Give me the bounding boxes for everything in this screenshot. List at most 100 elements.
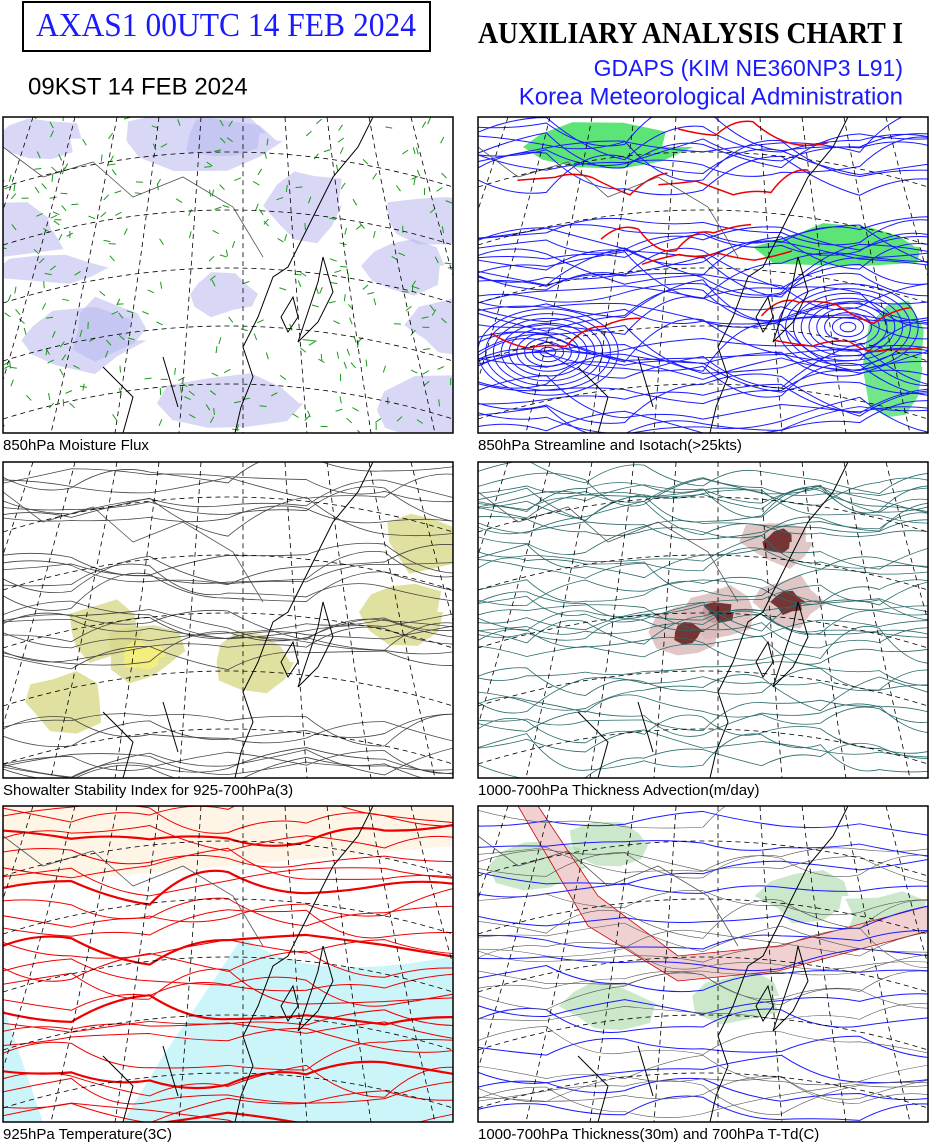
land-area <box>3 806 453 886</box>
map-content <box>3 462 453 778</box>
contour <box>478 1080 928 1115</box>
wind-arrow <box>204 165 212 168</box>
wind-arrow <box>211 189 215 197</box>
map-frame <box>477 461 929 779</box>
parallel <box>478 496 928 533</box>
streamline <box>792 292 904 362</box>
map-panel: Showalter Stability Index for 925-700hPa… <box>2 461 454 799</box>
wind-arrow <box>343 361 348 369</box>
map-content <box>478 462 928 778</box>
wind-arrow <box>333 320 340 325</box>
isotherm <box>3 806 453 834</box>
wind-arrow <box>58 153 63 161</box>
wind-arrow <box>319 286 323 294</box>
streamline <box>478 139 928 182</box>
contour <box>478 484 928 518</box>
wind-arrow <box>188 209 192 216</box>
wind-arrow <box>111 169 117 176</box>
wind-arrow <box>59 368 64 376</box>
coastline <box>577 701 654 778</box>
coastline <box>102 356 179 433</box>
meridian <box>3 806 76 1071</box>
meridian <box>50 806 118 1122</box>
coastline <box>772 256 809 343</box>
wind-arrow <box>266 138 269 146</box>
contour <box>478 847 928 877</box>
wind-arrow <box>405 305 412 312</box>
wind-arrow <box>209 416 215 424</box>
coastline <box>709 462 849 778</box>
map-panel: 850hPa Moisture Flux <box>2 116 454 454</box>
contour <box>478 1026 928 1055</box>
wind-arrow <box>352 407 359 412</box>
wind-arrow <box>258 208 264 216</box>
contour <box>3 486 453 522</box>
wind-arrow <box>441 226 445 234</box>
isotherm <box>3 869 453 906</box>
id-box <box>22 1 431 52</box>
wind-arrow <box>23 327 27 335</box>
contour <box>3 747 453 778</box>
wind-arrow <box>422 370 429 375</box>
wind-arrow <box>115 211 122 216</box>
wind-arrow <box>178 376 185 381</box>
map-content <box>478 806 928 1122</box>
wind-arrow <box>82 139 87 146</box>
contour <box>478 502 928 539</box>
streamline <box>478 117 928 152</box>
wind-arrow <box>300 347 307 353</box>
coastline <box>297 945 334 1032</box>
streamline <box>478 279 928 322</box>
wind-arrow <box>10 379 14 387</box>
wind-arrow <box>337 137 344 143</box>
wind-arrow <box>159 238 164 245</box>
parallel <box>478 898 928 935</box>
wind-arrow <box>33 249 40 255</box>
wind-arrow <box>41 183 47 190</box>
contour <box>3 716 453 744</box>
coastline <box>709 806 849 1122</box>
wind-arrow <box>438 399 441 407</box>
contour <box>478 954 928 986</box>
coastline <box>297 601 334 688</box>
contour <box>478 806 726 829</box>
wind-arrow <box>382 365 387 373</box>
meridian <box>3 117 76 382</box>
wind-arrow <box>255 203 259 211</box>
meridian <box>478 806 551 1071</box>
wind-arrow <box>339 396 342 404</box>
wind-arrow <box>111 310 119 315</box>
wind-arrow <box>279 287 287 291</box>
isotherm <box>3 888 453 923</box>
contour <box>478 714 928 754</box>
wind-arrow <box>13 184 16 192</box>
streamline <box>539 346 557 358</box>
contour <box>478 1003 928 1021</box>
wind-arrow <box>429 304 435 312</box>
panel-caption: 1000-700hPa Thickness(30m) and 700hPa T-… <box>478 1126 819 1143</box>
wind-arrow <box>50 214 58 219</box>
thickness-line <box>478 964 928 993</box>
coastline <box>577 1045 654 1122</box>
wind-arrow <box>223 368 231 374</box>
thickness-line <box>478 810 928 836</box>
wind-arrow <box>175 198 183 204</box>
map-panel: 850hPa Streamline and Isotach(>25kts) <box>477 116 929 454</box>
wind-arrow <box>48 402 55 409</box>
wind-arrow <box>88 215 96 220</box>
wind-arrow <box>398 252 406 257</box>
contour <box>478 604 928 638</box>
wind-arrow <box>158 419 163 427</box>
coastline <box>297 256 334 343</box>
wind-arrow <box>209 390 216 396</box>
wind-arrow <box>305 130 312 137</box>
streamline <box>478 308 928 325</box>
wind-arrow <box>3 423 6 427</box>
wind-arrow <box>421 121 427 128</box>
wind-arrow <box>188 231 192 239</box>
parallel <box>478 383 928 420</box>
isotherm <box>3 1021 453 1039</box>
wind-arrow <box>47 359 55 364</box>
wind-arrow <box>9 366 17 369</box>
streamline <box>808 302 888 352</box>
